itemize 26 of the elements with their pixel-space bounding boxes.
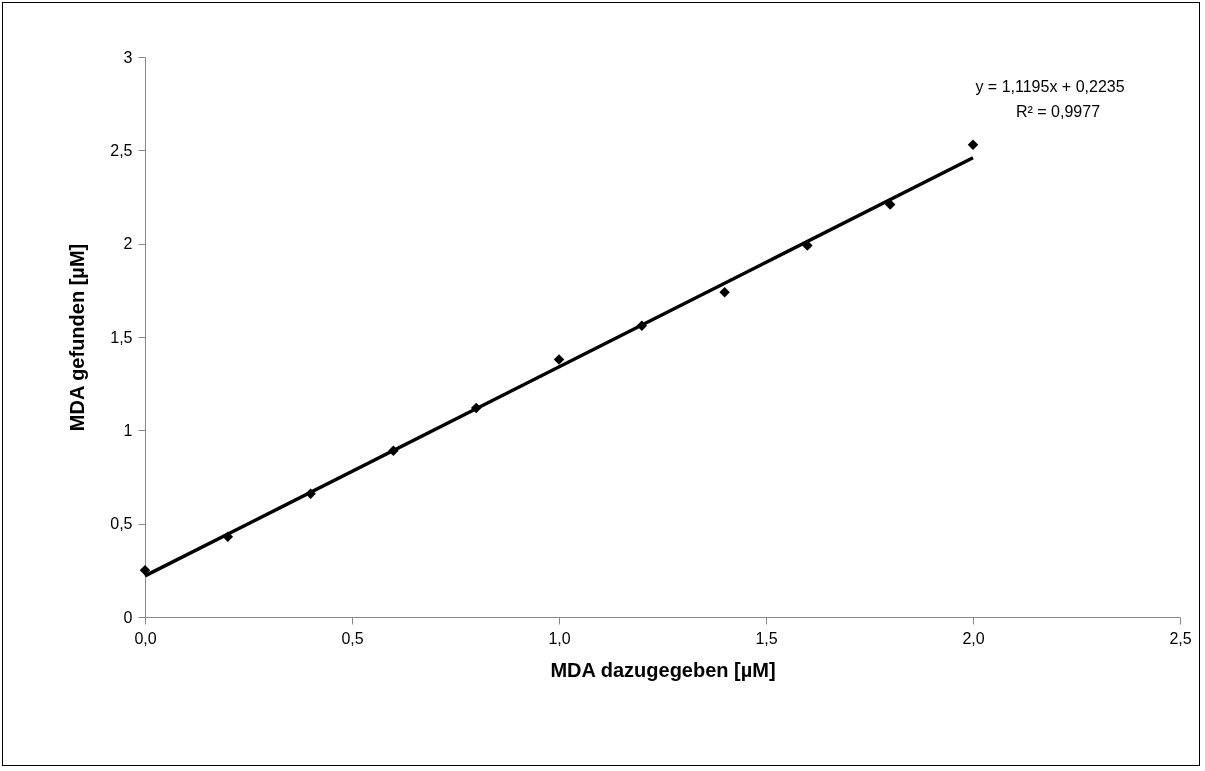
point bbox=[884, 199, 896, 210]
point bbox=[139, 565, 151, 576]
x-axis-title: MDA dazugegeben [µM] bbox=[550, 658, 776, 681]
y-tick-label: 0 bbox=[123, 608, 133, 626]
point bbox=[470, 402, 482, 414]
point bbox=[305, 488, 316, 500]
point bbox=[719, 286, 730, 298]
y-axis-title: MDA gefunden [µM] bbox=[66, 243, 89, 432]
x-tick-label: 1,5 bbox=[755, 629, 778, 647]
point bbox=[553, 354, 565, 365]
y-tick-label: 1,5 bbox=[110, 328, 133, 346]
x-tick-label: 0,5 bbox=[341, 629, 364, 647]
x-tick-label: 0,0 bbox=[134, 629, 157, 647]
annotation: R² = 0,9977 bbox=[1015, 103, 1101, 120]
annotation: y = 1,1195x + 0,2235 bbox=[975, 78, 1125, 95]
point bbox=[388, 445, 399, 457]
x-tick-label: 2,5 bbox=[1169, 629, 1192, 647]
point bbox=[967, 139, 979, 150]
y-tick-label: 3 bbox=[123, 48, 133, 66]
x-tick-label: 1,0 bbox=[548, 629, 571, 647]
y-tick-label: 1 bbox=[123, 421, 133, 439]
y-tick-label: 0,5 bbox=[110, 515, 133, 533]
point bbox=[636, 320, 648, 332]
x-tick-label: 2,0 bbox=[962, 629, 985, 647]
y-tick-label: 2,5 bbox=[110, 141, 133, 159]
y-tick-label: 2 bbox=[123, 235, 133, 253]
